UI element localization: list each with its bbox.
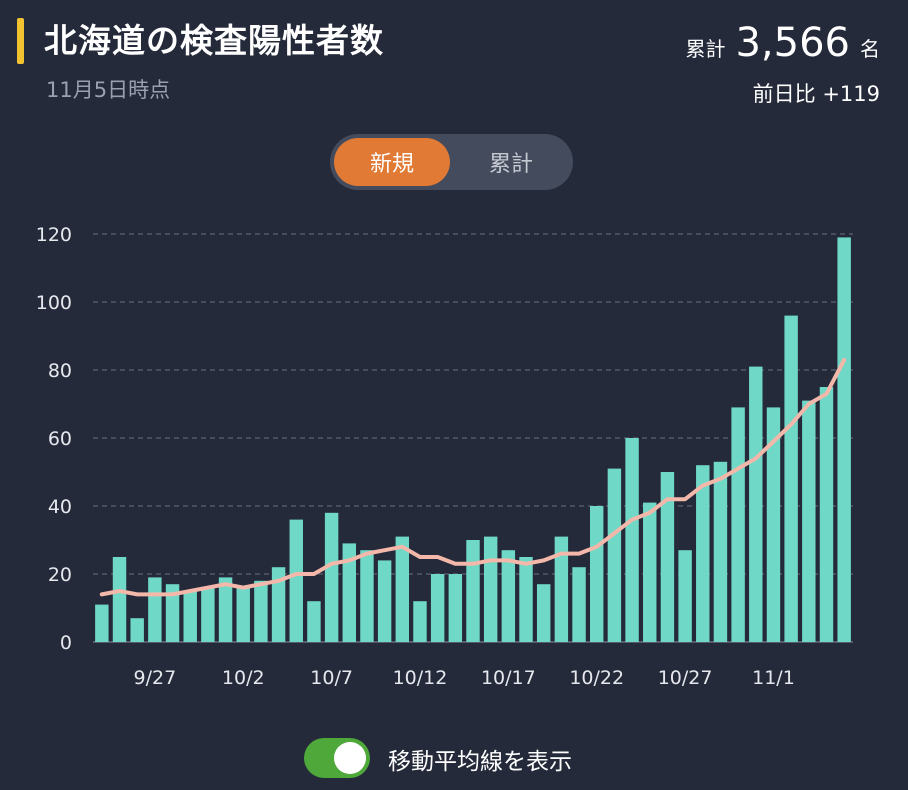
- moving-average-label: 移動平均線を表示: [388, 749, 572, 775]
- x-tick-label: 10/2: [222, 667, 265, 689]
- page-title: 北海道の検査陽性者数: [44, 21, 384, 60]
- bar: [678, 550, 692, 642]
- day-over-day-diff: 前日比 +119: [752, 82, 880, 106]
- bar: [590, 506, 604, 642]
- bar: [554, 536, 569, 642]
- bar: [377, 560, 392, 642]
- y-tick-label: 80: [48, 360, 72, 382]
- bar: [307, 601, 321, 642]
- bar: [536, 584, 551, 642]
- bar: [254, 580, 268, 642]
- x-tick-label: 11/1: [752, 667, 795, 689]
- y-tick-label: 120: [36, 224, 72, 246]
- bar: [643, 502, 657, 642]
- bar: [749, 366, 763, 642]
- bar: [201, 587, 215, 642]
- bar: [625, 438, 639, 642]
- as-of-date: 11月5日時点: [46, 78, 171, 102]
- bar: [448, 574, 463, 642]
- y-tick-label: 0: [60, 632, 72, 654]
- view-toggle: 新規 累計: [330, 134, 573, 190]
- bar: [819, 387, 834, 642]
- total-label: 累計: [685, 37, 726, 61]
- total-value: 3,566: [735, 20, 850, 66]
- x-tick-label: 10/17: [481, 667, 536, 689]
- bar: [342, 543, 356, 642]
- bar: [501, 550, 516, 642]
- moving-average-line: [99, 357, 847, 597]
- total-unit: 名: [860, 37, 880, 61]
- bar: [130, 618, 144, 642]
- bar: [112, 557, 127, 642]
- x-tick-label: 9/27: [134, 667, 177, 689]
- bar: [660, 472, 675, 642]
- bar: [607, 468, 622, 642]
- title-accent-bar: [17, 18, 24, 64]
- switch-knob: [334, 742, 366, 774]
- x-tick-label: 10/7: [310, 667, 353, 689]
- bar: [165, 584, 180, 642]
- x-tick-label: 10/22: [569, 667, 624, 689]
- bar: [802, 400, 816, 642]
- bar: [395, 536, 410, 642]
- bar: [324, 512, 339, 642]
- bar: [483, 536, 498, 642]
- bar: [360, 550, 374, 642]
- bar: [713, 461, 728, 642]
- bar: [183, 591, 197, 642]
- bar: [519, 557, 533, 642]
- x-tick-label: 10/12: [393, 667, 448, 689]
- bar: [466, 540, 480, 642]
- bar: [837, 237, 851, 642]
- bar: [430, 574, 445, 642]
- bar: [148, 577, 162, 642]
- tab-cumulative[interactable]: 累計: [488, 152, 533, 177]
- y-tick-label: 60: [48, 428, 72, 450]
- bar: [95, 604, 109, 642]
- bar: [696, 465, 710, 642]
- tab-new[interactable]: 新規: [334, 138, 450, 186]
- bar: [731, 407, 745, 642]
- y-tick-label: 40: [48, 496, 72, 518]
- bar: [289, 519, 303, 642]
- bar: [218, 577, 233, 642]
- bar: [236, 587, 250, 642]
- moving-average-switch[interactable]: [304, 738, 370, 778]
- x-tick-label: 10/27: [658, 667, 713, 689]
- bar: [572, 567, 586, 642]
- y-tick-label: 100: [36, 292, 72, 314]
- bar: [784, 315, 798, 642]
- bar: [413, 601, 427, 642]
- bar: [766, 407, 781, 642]
- y-tick-label: 20: [48, 564, 72, 586]
- positive-cases-chart: 0 20 40 60 80 100 120 9/27 10/2 10/7 10/12 10/17 10/…: [36, 224, 853, 689]
- bar: [271, 567, 286, 642]
- total-count: 累計 3,566 名: [685, 20, 880, 66]
